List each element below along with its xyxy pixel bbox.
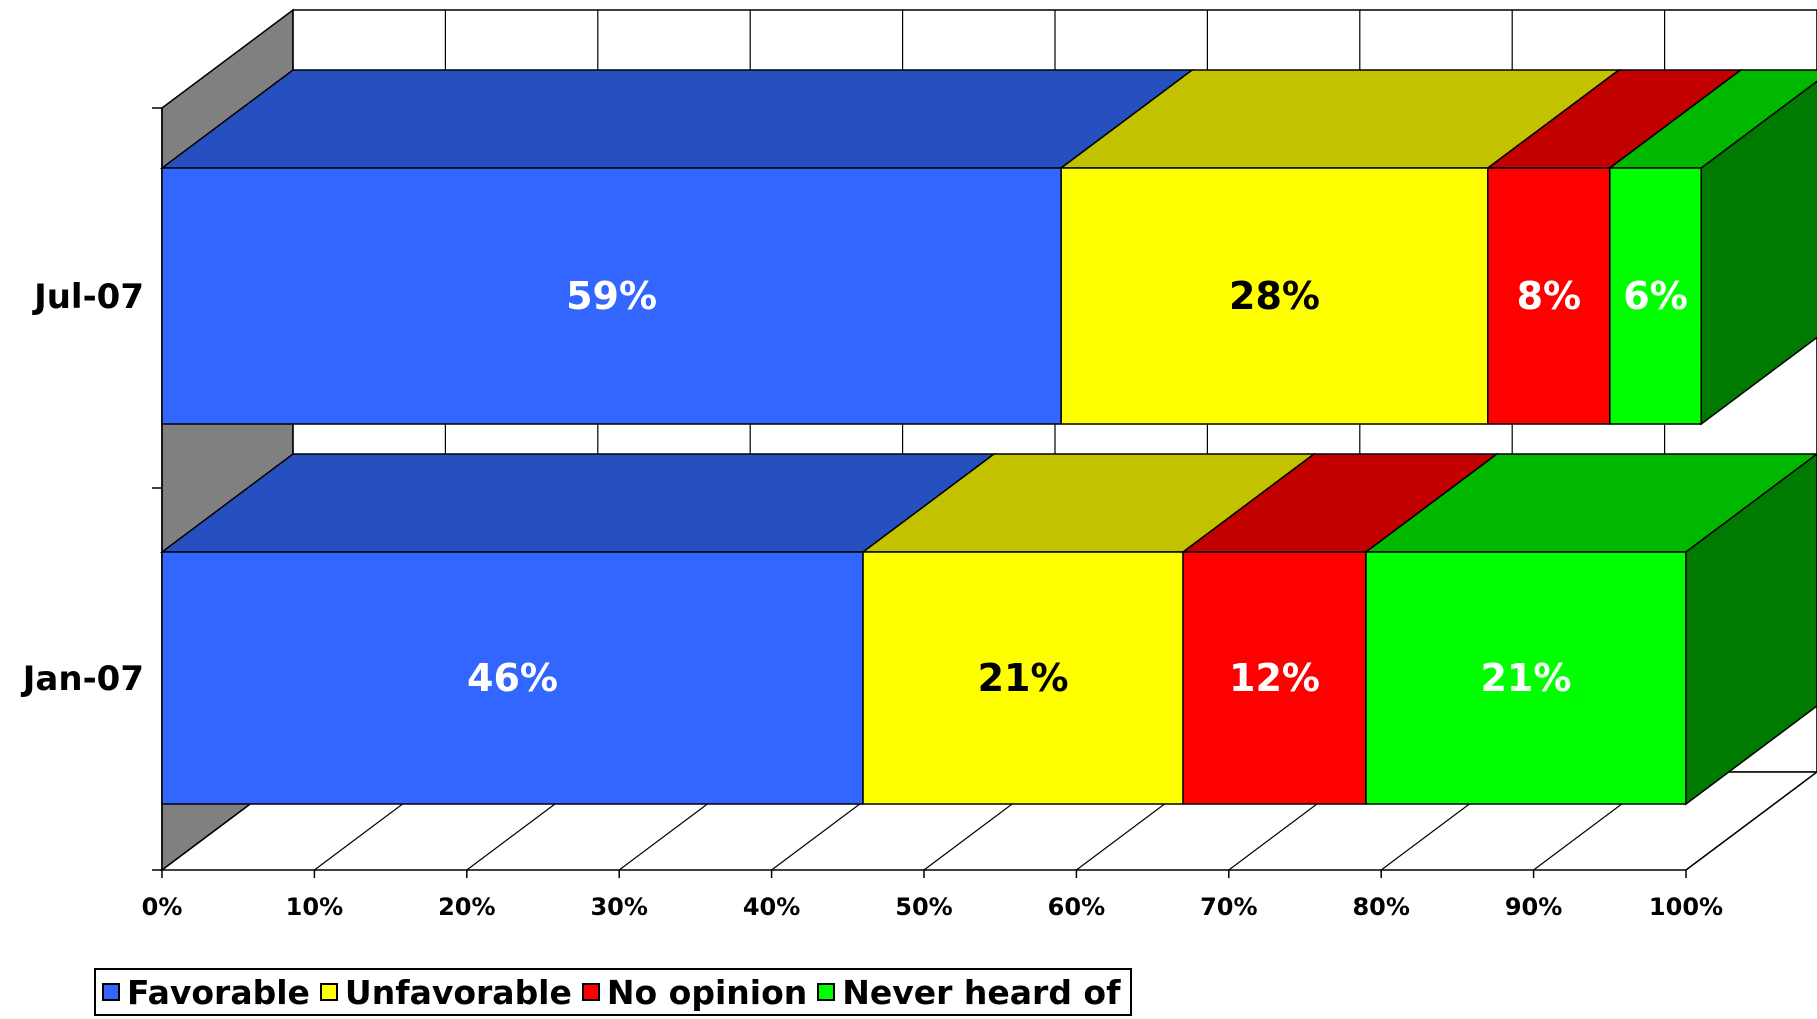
legend-label: Unfavorable	[344, 972, 572, 1012]
x-tick-label: 40%	[743, 893, 800, 921]
bar-segment	[1609, 167, 1702, 425]
bar-segment	[1365, 551, 1687, 805]
x-tick-label: 100%	[1649, 893, 1723, 921]
x-tick-label: 60%	[1048, 893, 1105, 921]
bar-segment	[1487, 167, 1611, 425]
legend-item: Never heard of	[817, 973, 1120, 1012]
x-tick-label: 90%	[1505, 893, 1562, 921]
x-tick-label: 80%	[1352, 893, 1409, 921]
x-tick-label: 50%	[895, 893, 952, 921]
bar-segment	[862, 551, 1184, 805]
data-label: 6%	[1623, 274, 1688, 318]
bar-segment	[161, 167, 1062, 425]
x-tick-label: 0%	[142, 893, 183, 921]
category-label: Jan-07	[21, 659, 144, 699]
bar-segment	[1060, 167, 1489, 425]
bar-side-face	[1700, 80, 1817, 426]
x-tick-label: 10%	[286, 893, 343, 921]
x-tick-label: 30%	[590, 893, 647, 921]
legend-swatch	[817, 983, 836, 1001]
legend-swatch	[102, 983, 120, 1001]
bar-segment	[161, 551, 864, 805]
legend-label: No opinion	[606, 972, 808, 1012]
bar-top-face	[159, 69, 1195, 169]
x-tick-label: 70%	[1200, 893, 1257, 921]
data-label: 21%	[1480, 656, 1571, 700]
legend-item: Unfavorable	[319, 972, 572, 1012]
legend-item: Favorable	[102, 973, 310, 1012]
legend-label: Favorable	[127, 972, 310, 1012]
data-label: 46%	[467, 656, 558, 700]
x-tick-label: 20%	[438, 893, 495, 921]
data-label: 8%	[1517, 274, 1582, 318]
legend: Favorable Unfavorable No opinion Never hear…	[94, 968, 1133, 1016]
category-labels: Jul-07 Jan-07	[21, 277, 144, 699]
bar-segment	[1182, 551, 1367, 805]
gridline-floor	[1685, 771, 1817, 871]
data-label: 59%	[566, 274, 657, 318]
data-label: 28%	[1229, 274, 1320, 318]
bar-side-face	[1685, 453, 1817, 806]
legend-swatch	[581, 983, 600, 1001]
bar-top-face	[159, 453, 997, 553]
legend-item: No opinion	[581, 972, 808, 1012]
legend-swatch	[319, 983, 338, 1001]
data-label: 12%	[1229, 656, 1320, 700]
x-tick-labels: 0% 10% 20% 30% 40% 50% 60% 70% 80% 90% 100%	[142, 893, 1723, 921]
legend-label: Never heard of	[842, 972, 1121, 1012]
category-label: Jul-07	[32, 277, 144, 317]
bars: 59% 28% 8% 6% 46% 21% 12% 21%	[159, 69, 1817, 806]
data-label: 21%	[978, 656, 1069, 700]
